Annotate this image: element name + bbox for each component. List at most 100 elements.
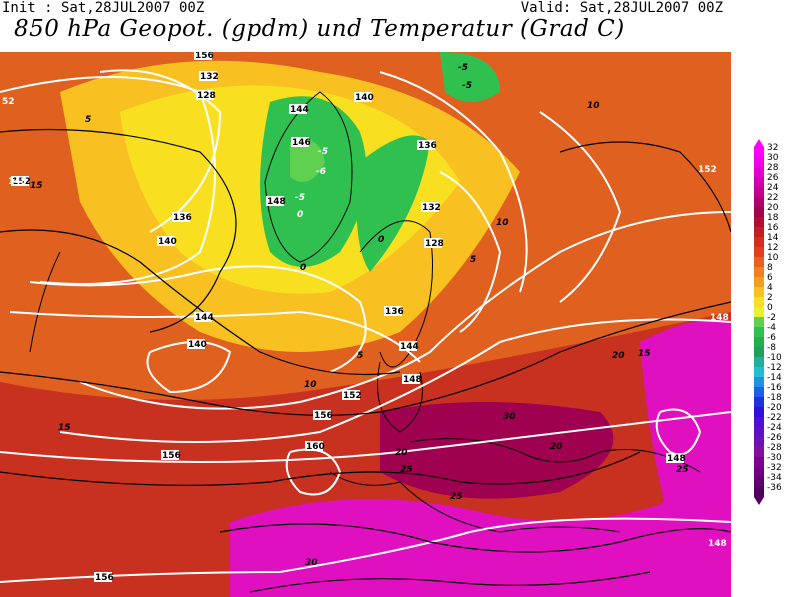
temp-label: 15 [30, 181, 43, 191]
svg-text:160: 160 [306, 442, 325, 452]
svg-text:146: 146 [292, 138, 311, 148]
map-title: 850 hPa Geopot. (gpdm) und Temperatur (G… [14, 16, 625, 42]
temp-label: 10 [587, 101, 600, 111]
legend-swatch [754, 237, 764, 247]
legend-tick-label: 0 [767, 303, 773, 313]
svg-text:128: 128 [197, 91, 216, 101]
geo-label: 144 [289, 104, 309, 115]
temp-label: 5 [470, 255, 476, 265]
svg-text:156: 156 [95, 573, 114, 583]
legend-tick-label: 24 [767, 183, 779, 193]
legend-arrow-bottom [754, 497, 764, 505]
temp-label: 25 [450, 492, 463, 502]
svg-text:148: 148 [403, 375, 422, 385]
legend-swatch [754, 387, 764, 397]
legend-swatch [754, 377, 764, 387]
legend-tick-label: 32 [767, 143, 778, 153]
legend-tick-label: 8 [767, 263, 773, 273]
temp-label: 25 [676, 465, 689, 475]
legend-labels: 32302826242220181614121086420-2-4-6-8-10… [767, 143, 782, 493]
legend-colorbar [754, 139, 764, 505]
geo-label: 152 [11, 176, 31, 187]
geo-label: 156 [194, 52, 214, 61]
legend-swatch [754, 297, 764, 307]
legend-tick-label: 6 [767, 273, 773, 283]
legend-tick-label: 26 [767, 173, 779, 183]
legend-swatch [754, 167, 764, 177]
edge-label: 152 [698, 165, 717, 175]
temp-label: -5 [458, 63, 468, 73]
geo-label: 132 [199, 71, 219, 82]
edge-label: 148 [708, 539, 727, 549]
coastlines [29, 91, 701, 533]
legend-swatch [754, 417, 764, 427]
legend-tick-label: -14 [767, 373, 782, 383]
legend-swatch [754, 147, 764, 157]
geo-label: 144 [194, 312, 214, 323]
svg-text:132: 132 [422, 203, 441, 213]
edge-label: 148 [710, 313, 729, 323]
temp-label: 0 [297, 210, 303, 220]
legend-swatch [754, 207, 764, 217]
init-time: Init : Sat,28JUL2007 00Z [2, 0, 205, 16]
svg-text:136: 136 [418, 141, 437, 151]
legend-tick-label: 22 [767, 193, 778, 203]
svg-text:148: 148 [667, 454, 686, 464]
legend-tick-label: 2 [767, 293, 773, 303]
geo-label: 160 [305, 441, 325, 452]
temp-label: 5 [85, 115, 91, 125]
geo-label: 136 [172, 212, 192, 223]
temperature-labels: -5 -6 -5 -5 0 0 5 5 10 10 15 15 20 20 25… [30, 63, 689, 568]
temp-label: -5 [318, 147, 328, 157]
temp-label: 25 [400, 465, 413, 475]
legend-swatch [754, 397, 764, 407]
temp-label: 30 [305, 558, 318, 568]
legend-tick-label: -30 [767, 453, 782, 463]
geo-label: 140 [187, 339, 207, 350]
svg-text:136: 136 [173, 213, 192, 223]
legend-swatch [754, 157, 764, 167]
legend-swatch [754, 367, 764, 377]
legend-swatch [754, 257, 764, 267]
edge-label: 148 [8, 177, 27, 187]
legend-swatch [754, 357, 764, 367]
legend-swatch [754, 477, 764, 487]
valid-time: Valid: Sat,28JUL2007 00Z [520, 0, 723, 16]
svg-text:148: 148 [267, 197, 286, 207]
legend-swatch [754, 287, 764, 297]
svg-text:140: 140 [188, 340, 207, 350]
geo-label: 156 [161, 450, 181, 461]
geo-label: 140 [157, 236, 177, 247]
legend-tick-label: 12 [767, 243, 778, 253]
legend-swatch [754, 347, 764, 357]
legend-tick-label: 28 [767, 163, 779, 173]
legend-tick-label: -2 [767, 313, 776, 323]
green-pool-norway [356, 135, 430, 272]
svg-text:156: 156 [195, 52, 214, 61]
temp-label: 30 [503, 412, 516, 422]
svg-text:140: 140 [355, 93, 374, 103]
temp-label: 0 [300, 263, 306, 273]
legend-tick-label: 30 [767, 153, 779, 163]
legend-swatch [754, 197, 764, 207]
hot-region-east [640, 319, 731, 597]
geo-label: 140 [354, 92, 374, 103]
edge-labels: 52 148 148 152 148 [2, 97, 729, 549]
geopotential-isolines [0, 69, 731, 583]
legend-swatch [754, 217, 764, 227]
svg-text:152: 152 [12, 177, 31, 187]
svg-text:140: 140 [158, 237, 177, 247]
geopotential-labels: 156 132 128 144 140 146 136 148 152 160 … [11, 52, 686, 583]
legend-swatch [754, 317, 764, 327]
legend-tick-label: 16 [767, 223, 779, 233]
legend-swatch [754, 457, 764, 467]
legend-swatch [754, 447, 764, 457]
weather-map: 156 132 128 144 140 146 136 148 152 160 … [0, 52, 731, 597]
legend-tick-label: -16 [767, 383, 782, 393]
legend-tick-label: 20 [767, 203, 779, 213]
edge-label: 52 [2, 97, 15, 107]
green-core [290, 139, 325, 182]
temp-label: 20 [612, 351, 625, 361]
legend-tick-label: 4 [767, 283, 773, 293]
geo-label: 152 [342, 390, 362, 401]
